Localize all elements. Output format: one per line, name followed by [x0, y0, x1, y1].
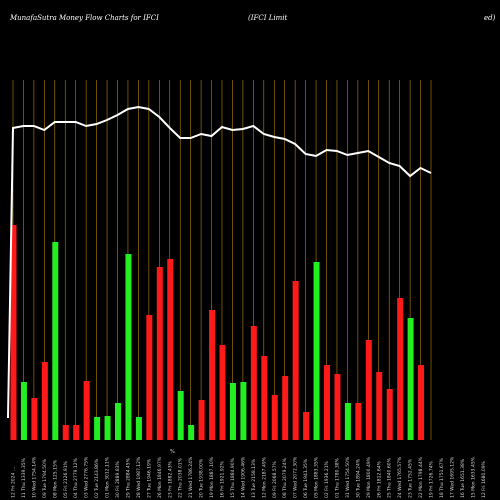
- bar: [209, 310, 216, 440]
- x-tick-label: 07 Wed 2072.30%: [293, 456, 299, 498]
- x-tick-label: 28 Wed 1987.12%: [136, 456, 142, 498]
- bar: [31, 398, 38, 440]
- x-tick-label: 18 Thu 1751.67%: [439, 457, 445, 498]
- bar: [397, 298, 404, 440]
- x-tick-label: 10 Wed 1754.14%: [31, 456, 37, 498]
- x-tick-label: 24 Wed 1765.57%: [397, 456, 403, 498]
- bar: [20, 382, 27, 440]
- x-tick-label: 19 Fri 1726.74%: [429, 460, 435, 498]
- x-tick-label: 15 Mon 1633.45%: [470, 456, 476, 498]
- bar: [271, 395, 278, 440]
- x-tick-label: 23 Fri 1882.43%: [167, 460, 173, 498]
- x-tick-label: 14 Wed 1906.46%: [240, 456, 246, 498]
- x-tick-label: 15 Thu 1884.90%: [230, 457, 236, 498]
- bar: [324, 365, 330, 440]
- x-tick-label: 05 Fri 2126.91%: [63, 460, 69, 498]
- chart-title: MunafaSutra Money Flow Charts for IFCI: [10, 14, 159, 22]
- axis-symbol: %: [170, 449, 175, 455]
- bar: [177, 391, 184, 440]
- x-tick-label: 19 Mon 1887.10%: [209, 456, 215, 498]
- x-tick-label: 31 Wed 1754.50%: [345, 456, 351, 498]
- bar: [41, 362, 48, 440]
- price-line-layer: [7, 105, 432, 419]
- bar: [282, 376, 289, 440]
- bar: [418, 365, 425, 440]
- bar: [146, 315, 153, 440]
- bar: [135, 417, 142, 440]
- x-tick-label: 25 Thu 1840.60%: [387, 457, 393, 498]
- bar: [94, 417, 101, 440]
- x-tick-label: 05 Mon 1883.35%: [314, 456, 320, 498]
- x-tick-label: 23 Tue 1752.45%: [408, 458, 414, 498]
- bar: [125, 254, 132, 440]
- bar: [386, 389, 393, 440]
- x-tick-label: 09 Tue 1794.50%: [42, 458, 48, 498]
- bar: [188, 425, 195, 440]
- bar: [303, 412, 310, 440]
- x-tick-label: 17 Wed 1695.12%: [449, 456, 455, 498]
- x-tick-label: 16 Tue 1651.38%: [460, 458, 466, 498]
- x-tick-label: 20 Tue 1938.00%: [199, 458, 205, 498]
- x-tick-label: 22 Mon 1798.44%: [418, 456, 424, 498]
- bar: [292, 281, 299, 440]
- x-tick-label: 04 Thu 2779.12%: [73, 457, 79, 498]
- x-axis-labels: 12 Fri 2024 … 11 Thu 1339.35% 10 Wed 1754.…: [11, 449, 487, 498]
- x-tick-label: 01 Thu 1780.38%: [334, 457, 340, 498]
- bar: [261, 356, 268, 440]
- x-tick-label: 12 Fri 2024 …: [11, 467, 17, 498]
- bar: [83, 381, 90, 440]
- x-tick-label: 16 Fri 1921.92%: [220, 460, 226, 498]
- x-tick-label: 30 Fri 2889.83%: [115, 460, 121, 498]
- bar: [240, 382, 247, 440]
- x-tick-label: 11 Thu 1339.35%: [21, 457, 27, 498]
- bar: [198, 400, 205, 440]
- bar: [344, 403, 351, 440]
- bar: [355, 403, 362, 440]
- x-tick-label: 30 Tue 1894.24%: [355, 458, 361, 498]
- x-tick-label: 08 Thu 2079.24%: [282, 457, 288, 498]
- x-tick-label: 01 Mon 3012.11%: [105, 456, 111, 498]
- x-tick-label: 29 Mon 1800.49%: [366, 456, 372, 498]
- bar: [334, 374, 341, 440]
- x-tick-label: 21 Wed 1786.24%: [188, 456, 194, 498]
- bar: [62, 425, 69, 440]
- x-tick-label: 27 Tue 1946.19%: [146, 458, 152, 498]
- x-tick-label: 12 Mon 2187.49%: [261, 456, 267, 498]
- bar: [52, 242, 59, 440]
- company-name: (IFCI Limit: [248, 14, 288, 22]
- x-tick-label: 26 Fri 1812.64%: [376, 460, 382, 498]
- bar: [156, 267, 163, 440]
- x-tick-label: 02 Tue 2143.86%: [94, 458, 100, 498]
- bar: [365, 340, 372, 440]
- x-tick-label: 02 Fri 1936.21%: [324, 460, 330, 498]
- x-tick-label: 06 Tue 1941.35%: [303, 458, 309, 498]
- bar: [10, 225, 17, 440]
- bar: [376, 372, 383, 440]
- x-tick-label: 08 Mon 125.15%: [52, 459, 58, 498]
- x-tick-label: 09 Fri 2068.57%: [272, 460, 278, 498]
- bar: [219, 345, 226, 440]
- x-tick-label: 13 Tue 2158.13%: [251, 458, 257, 498]
- bar: [229, 383, 236, 440]
- bar: [250, 326, 257, 440]
- bar: [167, 259, 174, 440]
- bar: [313, 262, 320, 440]
- bar: [115, 403, 121, 440]
- x-tick-label: 29 Thu 2884.45%: [125, 457, 131, 498]
- x-tick-label: 12 Fri 1680.09%: [481, 460, 487, 498]
- bar: [407, 318, 414, 440]
- bar: [73, 425, 80, 440]
- x-tick-label: 22 Thu 2038.01%: [178, 457, 184, 498]
- price-line: [7, 105, 432, 419]
- x-tick-label: 03 Wed 2776.75%: [84, 456, 90, 498]
- x-tick-label: 26 Mon 1846.97%: [157, 456, 163, 498]
- bar: [104, 416, 111, 440]
- bar-series: [10, 225, 425, 440]
- company-name-tail: ed): [484, 14, 496, 22]
